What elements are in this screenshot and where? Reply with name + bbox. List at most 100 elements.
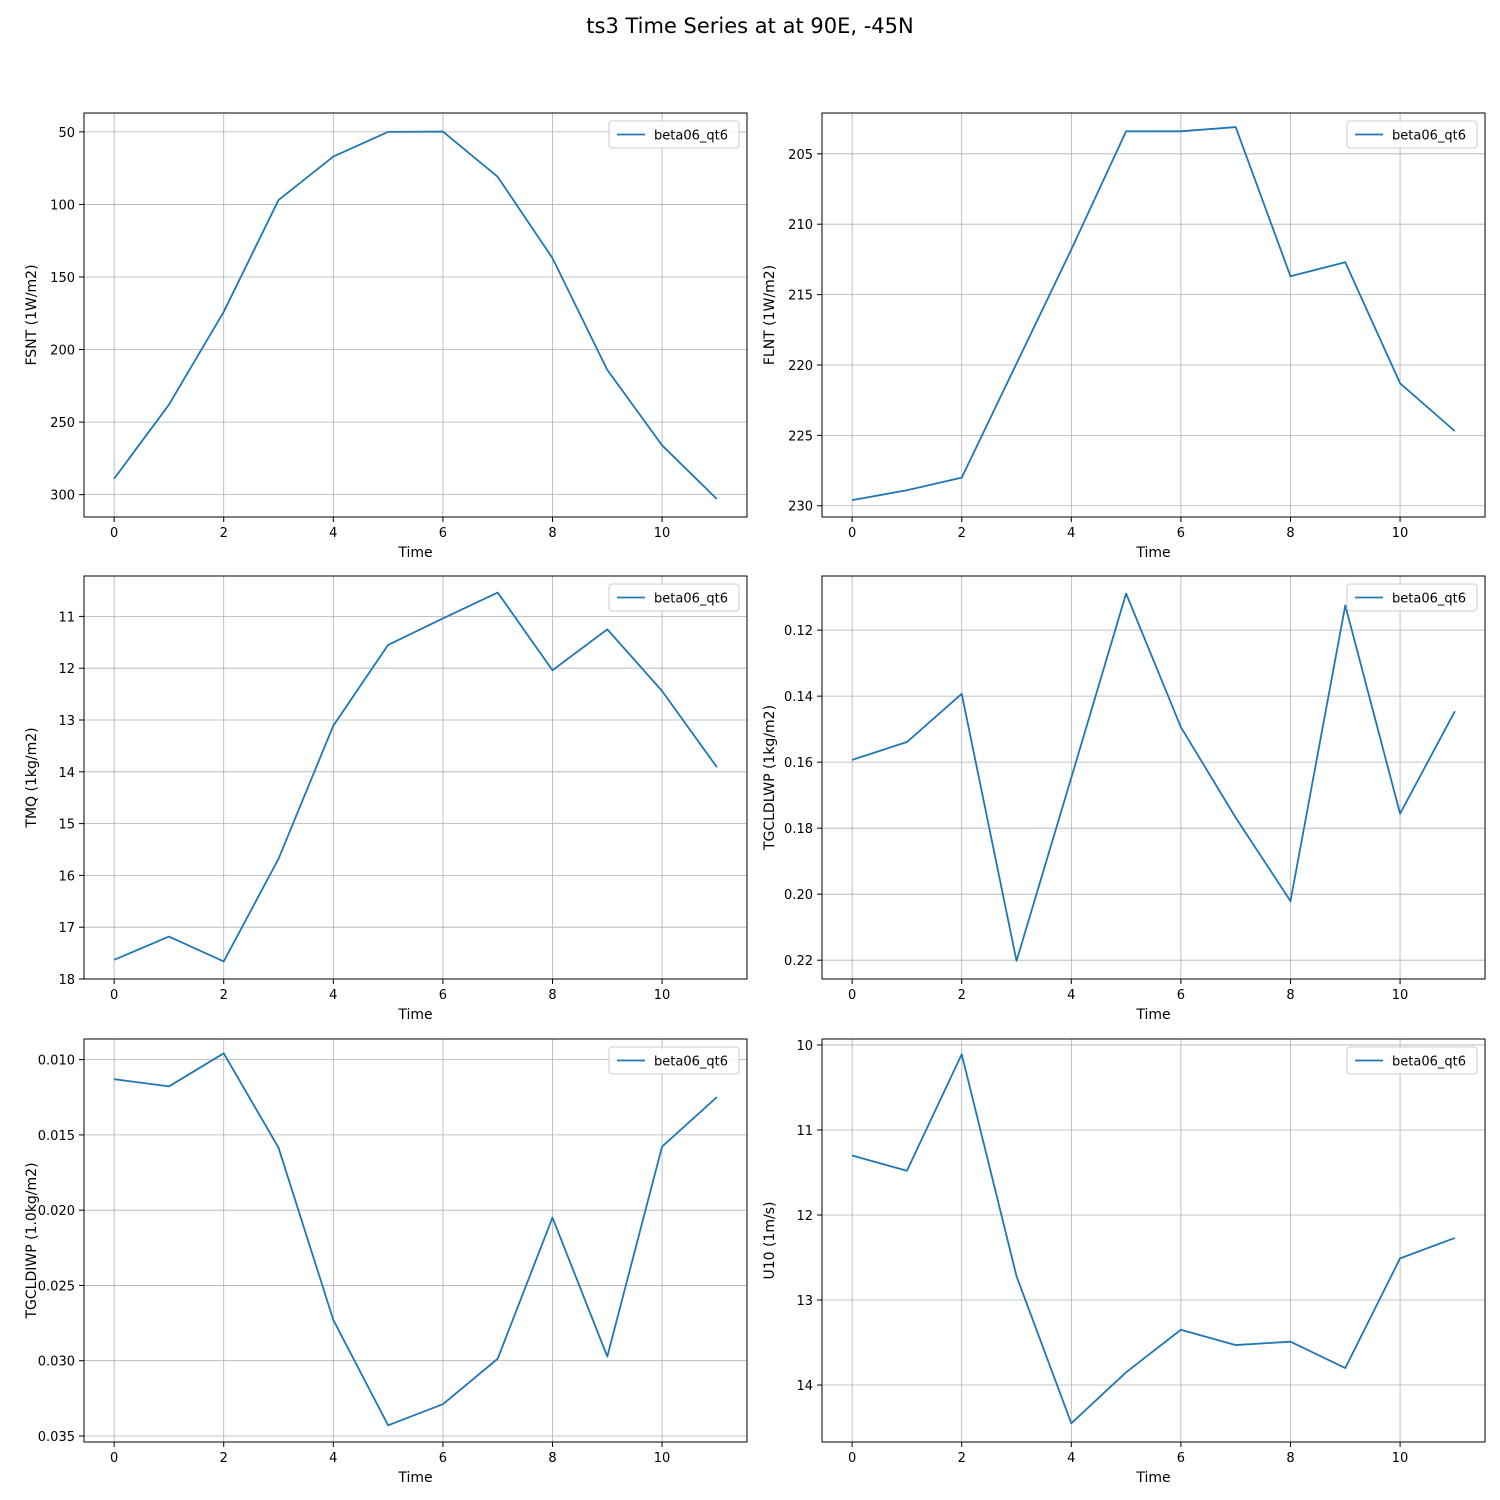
- legend: beta06_qt6: [1346, 120, 1478, 149]
- y-tick-label: 0.18: [784, 822, 813, 837]
- y-tick-label: 220: [788, 359, 813, 374]
- subplot-3: 0 2 4 6 8 10 11 12 13 14 15 16 17 18 Time TMQ (1kg/m2) b…: [24, 575, 748, 1023]
- x-axis-label: Time: [397, 545, 432, 561]
- y-tick-label: 150: [50, 271, 75, 286]
- axes-frame: [821, 1038, 1486, 1443]
- y-tick-label: 15: [58, 818, 75, 833]
- subplot-1: 0 2 4 6 8 10 50 100 150 200 250 300 Time FSNT (1W/m2)…: [24, 112, 748, 561]
- legend-box: [608, 583, 740, 612]
- x-axis-label: Time: [1135, 1007, 1170, 1023]
- axes-frame: [83, 112, 748, 518]
- x-tick-label: 8: [1286, 1451, 1294, 1466]
- legend: beta06_qt6: [608, 1046, 740, 1075]
- y-tick-label: 0.020: [38, 1204, 75, 1219]
- x-axis-label: Time: [1135, 1470, 1170, 1486]
- y-tick-label: 300: [50, 489, 75, 504]
- legend-box: [1346, 583, 1478, 612]
- x-tick-label: 4: [329, 526, 337, 541]
- y-tick-label: 0.015: [38, 1129, 75, 1144]
- x-tick-label: 0: [110, 1451, 118, 1466]
- legend: beta06_qt6: [1346, 1046, 1478, 1075]
- x-tick-label: 10: [1392, 988, 1409, 1003]
- x-tick-label: 0: [848, 526, 856, 541]
- y-tick-label: 11: [58, 610, 75, 625]
- legend-box: [1346, 120, 1478, 149]
- x-tick-label: 10: [1392, 526, 1409, 541]
- y-tick-label: 17: [58, 921, 75, 936]
- series-line: [113, 591, 718, 963]
- x-tick-label: 4: [1067, 526, 1075, 541]
- y-tick-label: 0.010: [38, 1054, 75, 1069]
- y-tick-label: 0.20: [784, 888, 813, 903]
- y-tick-label: 0.14: [784, 690, 813, 705]
- x-axis-label: Time: [397, 1470, 432, 1486]
- series-line: [851, 1053, 1456, 1425]
- y-tick-label: 11: [796, 1124, 813, 1139]
- x-tick-label: 8: [548, 1451, 556, 1466]
- x-tick-label: 2: [958, 1451, 966, 1466]
- legend: beta06_qt6: [608, 120, 740, 149]
- x-tick-label: 6: [439, 526, 447, 541]
- y-tick-label: 230: [788, 500, 813, 515]
- y-tick-label: 14: [796, 1379, 813, 1394]
- x-tick-label: 8: [548, 526, 556, 541]
- y-tick-label: 205: [788, 148, 813, 163]
- y-tick-label: 0.025: [38, 1279, 75, 1294]
- y-tick-label: 13: [796, 1294, 813, 1309]
- y-tick-label: 215: [788, 289, 813, 304]
- legend-box: [608, 1046, 740, 1075]
- legend-box: [608, 120, 740, 149]
- y-tick-label: 13: [58, 714, 75, 729]
- axes-frame: [83, 1038, 748, 1443]
- x-tick-label: 0: [110, 526, 118, 541]
- x-tick-label: 0: [848, 1451, 856, 1466]
- y-tick-label: 12: [796, 1209, 813, 1224]
- x-axis-label: Time: [1135, 545, 1170, 561]
- series-line: [113, 130, 718, 500]
- x-tick-label: 0: [110, 988, 118, 1003]
- legend-label: beta06_qt6: [654, 592, 728, 607]
- y-tick-label: 250: [50, 416, 75, 431]
- subplot-4: 0 2 4 6 8 10 0.12 0.14 0.16 0.18 0.20 0.22 Time TGCLD…: [762, 575, 1486, 1023]
- x-tick-label: 4: [329, 1451, 337, 1466]
- x-tick-label: 10: [654, 526, 671, 541]
- y-tick-label: 16: [58, 869, 75, 884]
- series-line: [114, 1052, 718, 1427]
- x-tick-label: 4: [1067, 988, 1075, 1003]
- figure-title: ts3 Time Series at at 90E, -45N: [586, 14, 914, 38]
- x-tick-label: 2: [220, 988, 228, 1003]
- y-axis-label: FLNT (1W/m2): [762, 265, 778, 365]
- x-tick-label: 4: [1067, 1451, 1075, 1466]
- x-tick-label: 8: [1286, 988, 1294, 1003]
- y-tick-label: 200: [50, 344, 75, 359]
- y-tick-label: 100: [50, 198, 75, 213]
- y-tick-label: 14: [58, 766, 75, 781]
- y-axis-label: TGCLDLWP (1kg/m2): [762, 705, 778, 851]
- legend-label: beta06_qt6: [1392, 592, 1466, 607]
- axes-frame: [821, 575, 1486, 980]
- legend-label: beta06_qt6: [1392, 129, 1466, 144]
- axes-frame: [821, 112, 1486, 518]
- y-tick-label: 0.030: [38, 1355, 75, 1370]
- y-axis-label: TGCLDIWP (1.0kg/m2): [24, 1162, 40, 1319]
- x-tick-label: 10: [654, 1451, 671, 1466]
- y-axis-label: FSNT (1W/m2): [24, 264, 40, 365]
- x-tick-label: 6: [1177, 526, 1185, 541]
- x-tick-label: 6: [1177, 988, 1185, 1003]
- y-tick-label: 10: [796, 1039, 813, 1054]
- x-tick-label: 10: [654, 988, 671, 1003]
- y-tick-label: 225: [788, 429, 813, 444]
- legend-label: beta06_qt6: [654, 129, 728, 144]
- x-tick-label: 10: [1392, 1451, 1409, 1466]
- y-tick-label: 18: [58, 973, 75, 988]
- x-tick-label: 6: [439, 1451, 447, 1466]
- y-axis-label: TMQ (1kg/m2): [24, 727, 40, 828]
- legend: beta06_qt6: [608, 583, 740, 612]
- y-tick-label: 50: [58, 126, 75, 141]
- y-tick-label: 12: [58, 662, 75, 677]
- y-axis-label: U10 (1m/s): [762, 1202, 778, 1280]
- y-tick-label: 0.12: [784, 624, 813, 639]
- legend-box: [1346, 1046, 1478, 1075]
- series-line: [851, 126, 1456, 501]
